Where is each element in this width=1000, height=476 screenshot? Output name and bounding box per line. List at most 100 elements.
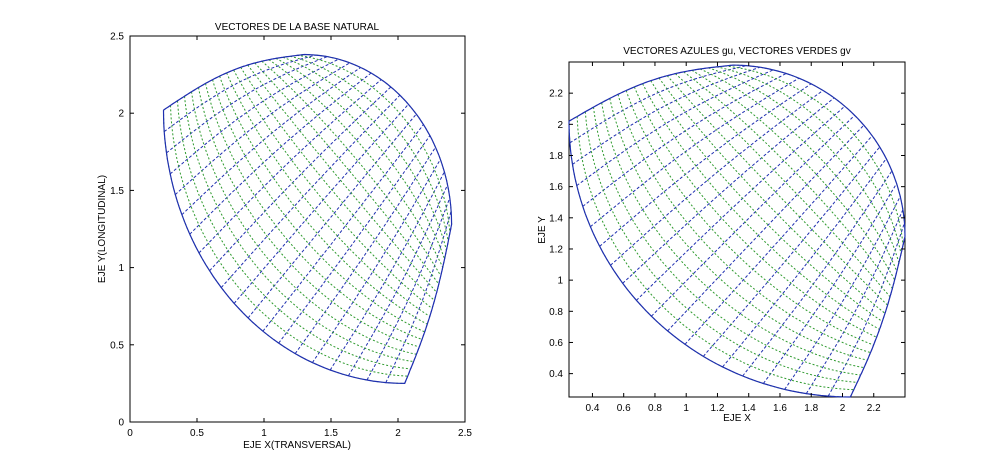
y-tick-label: 2 (557, 120, 563, 131)
x-tick-label: 1.2 (711, 403, 725, 414)
y-tick-label: 1.6 (549, 182, 563, 193)
u-curve-blue (262, 124, 424, 332)
y-tick-label: 1.8 (549, 151, 563, 162)
v-curve-green (219, 75, 428, 325)
y-tick-label: 0.5 (110, 340, 124, 351)
v-curve-green (683, 71, 893, 289)
y-tick-label: 0.8 (549, 307, 563, 318)
y-axis-label: EJE Y(LONGITUDINAL) (97, 175, 108, 283)
u-curve-blue (385, 210, 452, 383)
v-curve-green (708, 67, 900, 263)
u-curve-blue (590, 77, 800, 228)
u-curve-blue (329, 171, 445, 371)
x-tick-label: 0 (127, 428, 133, 439)
v-curve-green (609, 98, 868, 361)
x-tick-label: 0.8 (648, 403, 662, 414)
domain-boundary (162, 53, 453, 385)
u-curve-blue (702, 146, 881, 357)
u-curve-blue (827, 222, 905, 397)
x-tick-label: 0.5 (190, 428, 204, 439)
x-tick-label: 0.6 (617, 403, 631, 414)
u-curve-blue (169, 58, 339, 175)
v-curve-green (247, 64, 438, 293)
u-curve-blue (233, 103, 409, 304)
y-tick-label: 2.5 (110, 32, 124, 43)
x-axis-label: EJE X(TRANSVERSAL) (243, 440, 351, 451)
v-curve-green (724, 65, 904, 246)
v-curve-green (576, 116, 854, 391)
u-curve-blue (684, 135, 873, 345)
y-tick-label: 1.4 (549, 213, 563, 224)
v-curve-green (658, 77, 886, 314)
v-curve-green (275, 57, 446, 260)
v-curve-green (289, 55, 449, 242)
v-curve-green (642, 83, 880, 330)
v-curve-green (212, 79, 425, 333)
chart-blue-green-vectors: VECTORES AZULES gu, VECTORES VERDES gv 0… (537, 46, 906, 424)
x-tick-label: 2 (395, 428, 401, 439)
u-curve-blue (722, 158, 887, 368)
y-tick-label: 2.2 (549, 89, 563, 100)
v-curve-green (282, 56, 447, 251)
v-curve-green (226, 72, 431, 317)
x-tick-label: 1 (261, 428, 267, 439)
v-curve-green (198, 87, 420, 348)
y-tick-label: 1.5 (110, 186, 124, 197)
v-curve-green (601, 102, 865, 369)
axis-ticks: 0.4 0.6 0.8 1 1.2 1.4 1.6 1.8 2 2.2 0.4 0.6 0.8 1 1.2 1… (549, 62, 905, 414)
v-curve-green (240, 67, 435, 301)
x-tick-label: 1.8 (804, 403, 818, 414)
u-curve-blue (189, 72, 372, 235)
y-tick-label: 1 (118, 263, 124, 274)
v-curve-green (633, 86, 877, 338)
chart-title: VECTORES DE LA BASE NATURAL (215, 22, 380, 33)
u-curve-blue (347, 184, 448, 377)
u-curve-blue (622, 97, 835, 284)
v-curve-green (205, 83, 423, 340)
x-tick-label: 1.4 (742, 403, 756, 414)
u-curve-blue (576, 69, 774, 186)
x-tick-label: 0.4 (585, 403, 599, 414)
u-curve-blue (198, 79, 382, 254)
v-curve-green (191, 91, 417, 355)
v-curve-green (261, 60, 442, 277)
x-tick-label: 2.2 (867, 403, 881, 414)
v-curve-green (699, 68, 898, 272)
v-curve-green (617, 94, 871, 354)
y-axis-label: EJE Y (537, 216, 548, 244)
u-curve-blue (667, 124, 865, 332)
y-tick-label: 2 (118, 109, 124, 120)
domain-boundary (568, 64, 906, 398)
v-curve-green (170, 105, 408, 377)
v-curve-green (675, 73, 891, 298)
u-curve-blue (762, 183, 898, 384)
v-curve-green (716, 66, 902, 255)
u-curve-blue (784, 196, 901, 390)
vector-grid (162, 53, 453, 385)
v-curve-green (254, 62, 440, 285)
chart-natural-basis: VECTORES DE LA BASE NATURAL 0 0.5 1 1.5 2 2.5… (97, 22, 472, 451)
u-curve-blue (569, 65, 747, 144)
u-curve-blue (742, 170, 893, 377)
x-tick-label: 1.5 (324, 428, 338, 439)
y-tick-label: 1.2 (549, 244, 563, 255)
v-curve-green (593, 107, 861, 376)
axis-ticks: 0 0.5 1 1.5 2 2.5 0 0.5 1 1.5 2 2.5 (110, 32, 472, 440)
v-curve-green (650, 80, 883, 322)
y-tick-label: 0.6 (549, 338, 563, 349)
x-axis-label: EJE X (723, 413, 751, 424)
u-curve-blue (247, 113, 417, 319)
x-tick-label: 1.6 (773, 403, 787, 414)
u-curve-blue (209, 86, 392, 272)
x-tick-label: 2 (840, 403, 846, 414)
v-curve-green (297, 54, 451, 234)
x-tick-label: 2.5 (458, 428, 472, 439)
y-tick-label: 0.4 (549, 369, 563, 380)
chart-title: VECTORES AZULES gu, VECTORES VERDES gv (623, 46, 851, 57)
x-tick-label: 1 (683, 403, 689, 414)
u-curve-blue (366, 197, 451, 381)
u-curve-blue (599, 83, 812, 247)
y-tick-label: 0 (118, 418, 124, 429)
vector-grid (568, 64, 906, 398)
